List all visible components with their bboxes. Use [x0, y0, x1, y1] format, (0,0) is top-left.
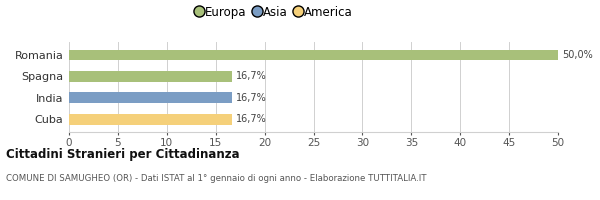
Legend: Europa, Asia, America: Europa, Asia, America	[191, 1, 358, 24]
Bar	[69, 71, 232, 82]
Text: 16,7%: 16,7%	[236, 93, 267, 103]
Text: 50,0%: 50,0%	[562, 50, 593, 60]
Text: COMUNE DI SAMUGHEO (OR) - Dati ISTAT al 1° gennaio di ogni anno - Elaborazione T: COMUNE DI SAMUGHEO (OR) - Dati ISTAT al …	[6, 174, 427, 183]
Text: 16,7%: 16,7%	[236, 114, 267, 124]
Text: Cittadini Stranieri per Cittadinanza: Cittadini Stranieri per Cittadinanza	[6, 148, 239, 161]
Bar	[69, 92, 232, 103]
Bar	[69, 49, 558, 60]
Bar	[69, 114, 232, 124]
Text: 16,7%: 16,7%	[236, 71, 267, 81]
